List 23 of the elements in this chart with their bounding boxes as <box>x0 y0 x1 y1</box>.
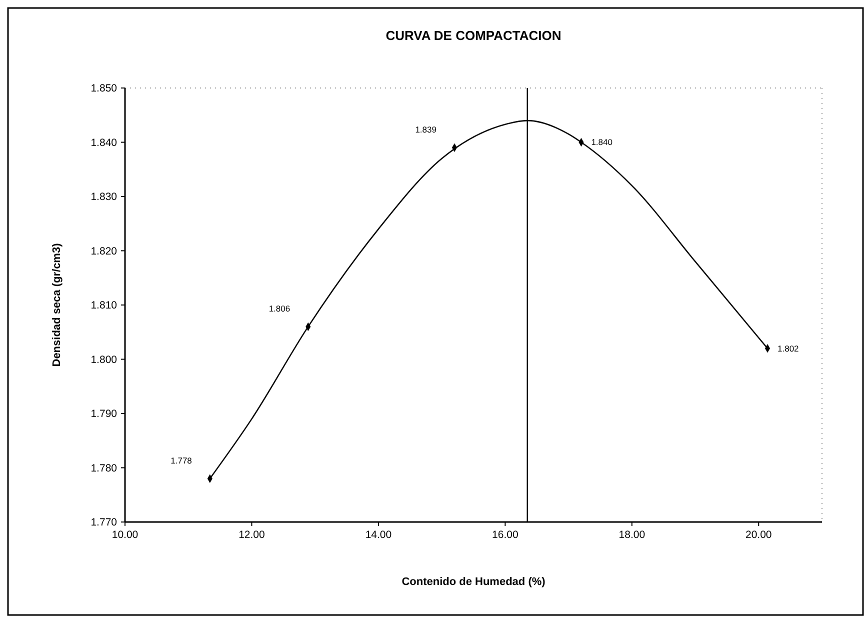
data-label: 1.778 <box>170 456 192 466</box>
y-tick-label: 1.850 <box>90 82 118 95</box>
chart-title: CURVA DE COMPACTACION <box>386 28 562 43</box>
data-label: 1.802 <box>778 343 800 354</box>
x-tick-label: 20.00 <box>745 529 772 541</box>
y-tick-label: 1.800 <box>90 354 118 366</box>
data-label: 1.806 <box>268 304 290 314</box>
x-tick-label: 14.00 <box>365 529 392 541</box>
x-tick-label: 16.00 <box>492 529 518 541</box>
y-axis-title: Densidad seca (gr/cm3) <box>51 242 63 367</box>
data-label: 1.839 <box>415 124 437 135</box>
y-tick-label: 1.840 <box>90 136 118 149</box>
y-tick-label: 1.820 <box>90 245 118 258</box>
x-tick-label: 10.00 <box>112 529 138 541</box>
y-tick-label: 1.780 <box>90 462 118 474</box>
y-tick-label: 1.830 <box>90 191 118 204</box>
y-tick-label: 1.770 <box>90 516 118 529</box>
y-tick-label: 1.790 <box>90 408 118 420</box>
x-axis-title: Contenido de Humedad (%) <box>402 576 546 588</box>
data-label: 1.840 <box>591 137 613 148</box>
x-tick-label: 12.00 <box>238 529 266 541</box>
x-tick-label: 18.00 <box>618 529 646 541</box>
y-tick-label: 1.810 <box>90 300 118 312</box>
